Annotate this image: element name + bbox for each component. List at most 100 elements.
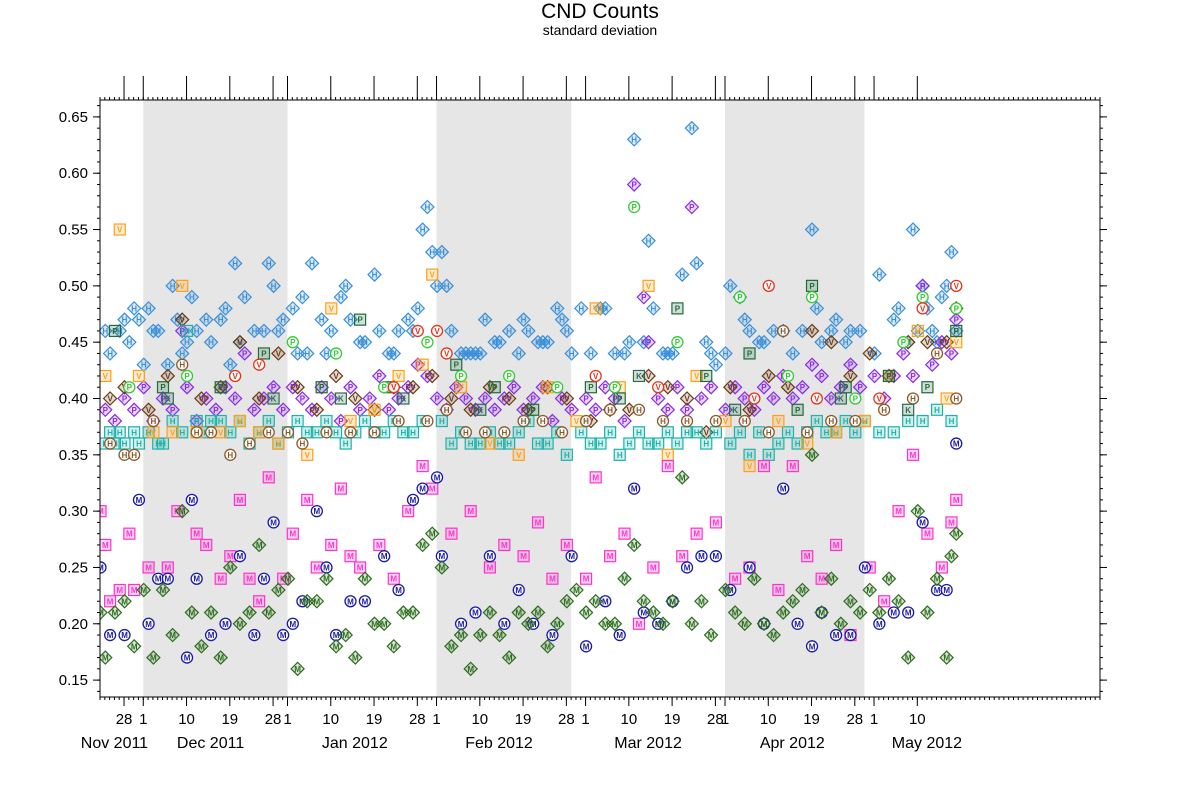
point-marker	[147, 414, 160, 428]
point-letter: P	[930, 361, 936, 370]
point-marker	[665, 593, 680, 609]
point-marker	[478, 426, 492, 439]
data-point: P	[703, 379, 719, 395]
point-marker	[656, 414, 670, 428]
data-point: H	[406, 426, 420, 439]
point-letter: H	[881, 406, 887, 415]
data-point: H	[626, 132, 642, 147]
data-point: M	[579, 640, 593, 653]
point-letter: H	[617, 451, 623, 460]
point-marker	[777, 324, 790, 338]
point-marker	[354, 313, 367, 326]
point-letter: H	[126, 338, 132, 347]
data-point: H	[338, 278, 354, 294]
point-marker	[541, 437, 554, 450]
point-marker	[463, 346, 479, 361]
point-marker	[233, 550, 247, 563]
point-letter: P	[857, 383, 863, 392]
point-letter: P	[367, 395, 373, 404]
point-letter: M	[698, 552, 705, 561]
point-letter: H	[300, 293, 306, 302]
data-point: M	[920, 605, 935, 620]
point-marker	[387, 572, 400, 585]
data-point: P	[607, 391, 623, 406]
point-letter: K	[165, 395, 171, 404]
point-marker	[391, 391, 406, 406]
point-letter: M	[304, 496, 311, 505]
point-letter: M	[693, 530, 700, 539]
point-letter: P	[954, 327, 960, 336]
point-marker	[286, 527, 299, 540]
point-letter: H	[150, 327, 156, 336]
point-letter: H	[324, 428, 330, 437]
data-point: V	[742, 402, 757, 418]
data-point: H	[583, 346, 599, 361]
point-marker	[834, 392, 847, 405]
data-point: M	[376, 616, 392, 632]
data-point: H	[227, 255, 243, 271]
point-marker	[371, 368, 387, 384]
point-letter: H	[136, 316, 142, 325]
point-letter: P	[184, 383, 190, 392]
data-point: M	[286, 527, 299, 540]
point-letter: V	[333, 372, 339, 381]
data-point: H	[738, 414, 751, 428]
data-point: M	[472, 627, 488, 643]
point-letter: M	[275, 586, 282, 595]
point-marker	[823, 323, 839, 339]
point-marker	[921, 381, 934, 394]
data-point: V	[911, 324, 924, 338]
point-marker	[617, 413, 632, 429]
point-marker	[108, 324, 122, 338]
data-point: K	[902, 403, 915, 416]
point-letter: V	[886, 372, 892, 381]
point-letter: H	[535, 338, 541, 347]
data-point: V	[862, 346, 878, 361]
point-marker	[381, 402, 397, 418]
point-letter: P	[675, 304, 681, 313]
point-letter: M	[948, 552, 955, 561]
point-letter: H	[723, 349, 729, 358]
point-marker	[655, 346, 671, 361]
point-letter: M	[112, 609, 119, 618]
data-point: M	[948, 526, 964, 542]
point-letter: M	[895, 507, 902, 516]
axes: 0.150.200.250.300.350.400.450.500.550.60…	[59, 76, 1107, 752]
point-letter: M	[227, 563, 234, 572]
data-point: M	[805, 640, 819, 653]
point-letter: V	[776, 417, 782, 426]
data-point: M	[373, 538, 386, 552]
data-point: V	[440, 347, 453, 360]
data-point: P	[897, 336, 910, 349]
point-letter: H	[896, 304, 902, 313]
point-letter: M	[780, 485, 787, 494]
data-point: P	[805, 279, 819, 292]
point-marker	[517, 414, 530, 428]
data-point: H	[843, 323, 858, 339]
point-letter: M	[338, 485, 345, 494]
point-marker	[296, 595, 309, 608]
data-point: M	[301, 493, 314, 506]
point-letter: V	[627, 406, 633, 415]
point-marker	[251, 537, 267, 553]
point-letter: H	[944, 282, 950, 291]
point-letter: M	[708, 631, 715, 640]
point-marker	[709, 550, 723, 563]
data-point: P	[843, 357, 858, 373]
data-point: M	[588, 593, 604, 609]
data-point: P	[852, 379, 868, 395]
point-letter: M	[679, 473, 686, 482]
data-point: V	[430, 324, 444, 338]
data-point: H	[435, 414, 448, 428]
data-point: M	[756, 616, 772, 632]
point-marker	[920, 605, 935, 620]
data-point: K	[474, 403, 487, 416]
data-point: P	[468, 402, 483, 418]
point-letter: V	[256, 428, 262, 437]
point-letter: H	[266, 428, 272, 437]
data-point: H	[113, 426, 126, 439]
point-marker	[604, 550, 617, 563]
point-letter: H	[771, 327, 777, 336]
data-point: M	[940, 583, 953, 597]
data-point: H	[424, 244, 440, 260]
